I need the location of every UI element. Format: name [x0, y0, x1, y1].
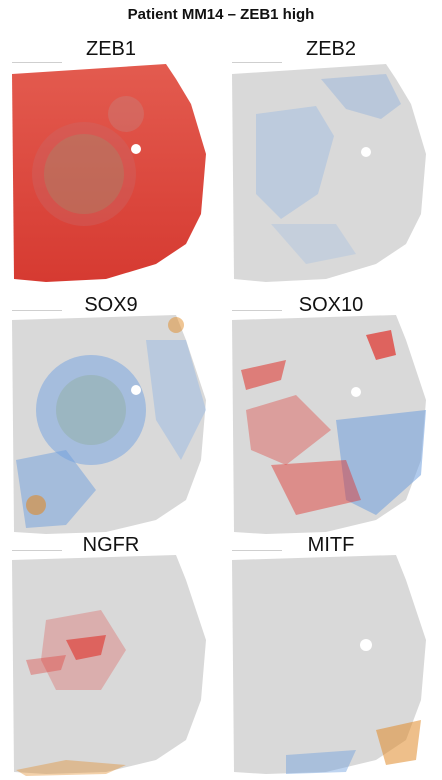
panel-sox9: SOX9: [6, 294, 216, 540]
panel-mitf: MITF: [226, 534, 436, 780]
panel-label: NGFR: [82, 534, 140, 556]
tissue-map-sox10: [232, 310, 426, 534]
panel-ngfr: NGFR: [6, 534, 216, 780]
tissue-map-ngfr: [12, 550, 206, 776]
figure-title: Patient MM14 – ZEB1 high: [127, 6, 315, 23]
panel-sox10: SOX10: [226, 294, 436, 540]
panel-zeb2: ZEB2: [226, 38, 436, 284]
panel-label: SOX9: [84, 294, 138, 316]
tissue-map-mitf: [232, 550, 426, 774]
panel-label: ZEB2: [305, 38, 357, 60]
panel-label: ZEB1: [85, 38, 137, 60]
panel-label: MITF: [307, 534, 355, 556]
panel-zeb1: ZEB1: [6, 38, 216, 284]
tissue-map-zeb1: [12, 62, 206, 282]
tissue-map-sox9: [12, 310, 206, 534]
tissue-map-zeb2: [232, 62, 426, 282]
panel-label: SOX10: [298, 294, 364, 316]
